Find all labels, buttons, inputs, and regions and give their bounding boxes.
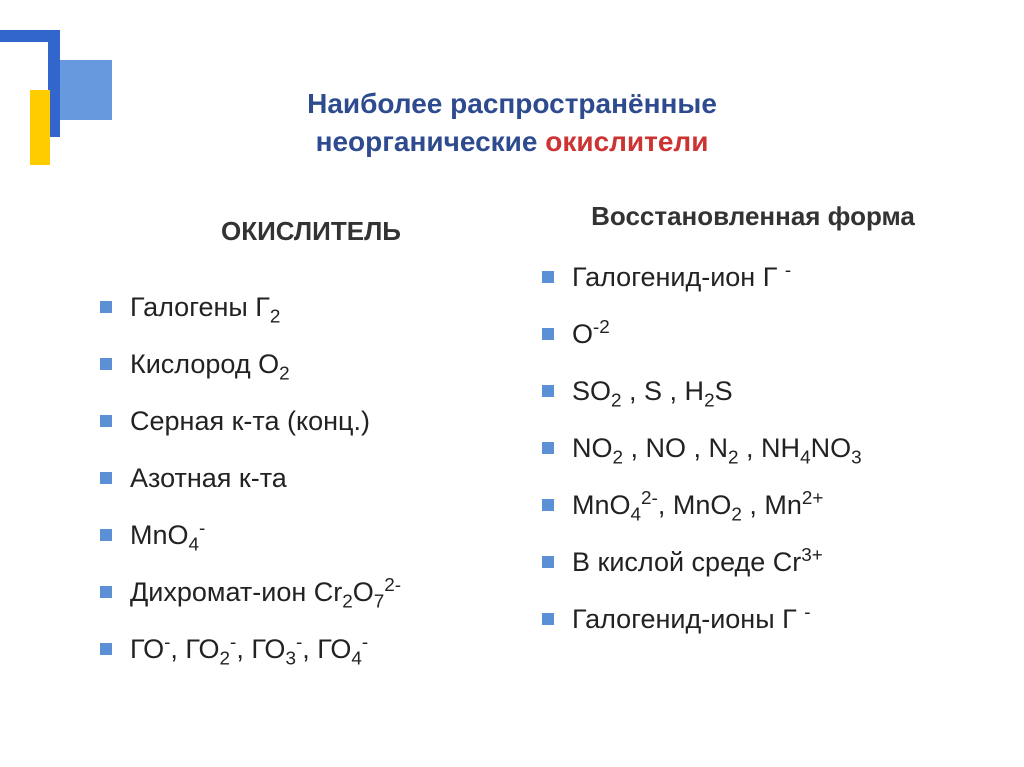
bullet-icon: [100, 586, 112, 598]
bullet-icon: [100, 358, 112, 370]
list-item-text: Галогены Г2: [130, 290, 280, 325]
list-item: MnO42-, MnO2 , Mn2+: [542, 488, 964, 523]
list-item-text: Азотная к-та: [130, 461, 287, 496]
bullet-icon: [542, 328, 554, 340]
bullet-icon: [100, 529, 112, 541]
list-item: Серная к-та (конц.): [100, 404, 522, 439]
bullet-icon: [542, 271, 554, 283]
column-left: ОКИСЛИТЕЛЬ Галогены Г2 Кислород О2 Серная …: [100, 201, 522, 690]
bullet-icon: [542, 385, 554, 397]
list-item-text: Галогенид-ионы Г -: [572, 602, 811, 637]
deco-bar-blue-h: [0, 30, 60, 42]
bullet-icon: [100, 415, 112, 427]
list-item: Азотная к-та: [100, 461, 522, 496]
list-item: О-2: [542, 317, 964, 352]
list-item-text: ГО-, ГО2-, ГО3-, ГО4-: [130, 632, 368, 667]
bullet-icon: [100, 301, 112, 313]
list-item: Кислород О2: [100, 347, 522, 382]
list-item-text: MnO42-, MnO2 , Mn2+: [572, 488, 823, 523]
title-line-1: Наиболее распространённые: [0, 85, 1024, 123]
bullet-icon: [542, 442, 554, 454]
content-columns: ОКИСЛИТЕЛЬ Галогены Г2 Кислород О2 Серная …: [0, 201, 1024, 690]
bullet-icon: [542, 499, 554, 511]
list-item: Дихромат-ион Cr2O72-: [100, 575, 522, 610]
list-item-text: Кислород О2: [130, 347, 290, 382]
slide-title: Наиболее распространённые неорганические…: [0, 0, 1024, 161]
list-item: В кислой среде Cr3+: [542, 545, 964, 580]
list-item: Галогены Г2: [100, 290, 522, 325]
bullet-icon: [542, 613, 554, 625]
list-item-text: SO2 , S , H2S: [572, 374, 733, 409]
list-item: ГО-, ГО2-, ГО3-, ГО4-: [100, 632, 522, 667]
list-item: Галогенид-ион Г -: [542, 260, 964, 295]
list-item: SO2 , S , H2S: [542, 374, 964, 409]
title-line-2: неорганические окислители: [0, 123, 1024, 161]
deco-bar-yellow: [30, 90, 50, 165]
list-item-text: Галогенид-ион Г -: [572, 260, 791, 295]
list-item-text: NO2 , NO , N2 , NH4NO3: [572, 431, 862, 466]
list-item: NO2 , NO , N2 , NH4NO3: [542, 431, 964, 466]
list-item: MnO4-: [100, 518, 522, 553]
list-item-text: О-2: [572, 317, 610, 352]
list-item-text: MnO4-: [130, 518, 205, 553]
bullet-icon: [542, 556, 554, 568]
right-list: Галогенид-ион Г - О-2 SO2 , S , H2S NO2 , N…: [542, 260, 964, 638]
list-item-text: Дихромат-ион Cr2O72-: [130, 575, 401, 610]
right-header: Восстановленная форма: [542, 201, 964, 232]
list-item-text: Серная к-та (конц.): [130, 404, 370, 439]
deco-square-blue: [60, 60, 112, 120]
bullet-icon: [100, 643, 112, 655]
bullet-icon: [100, 472, 112, 484]
column-right: Восстановленная форма Галогенид-ион Г - О…: [542, 201, 964, 690]
left-header: ОКИСЛИТЕЛЬ: [100, 201, 522, 262]
list-item-text: В кислой среде Cr3+: [572, 545, 823, 580]
list-item: Галогенид-ионы Г -: [542, 602, 964, 637]
corner-decoration: [0, 0, 140, 180]
left-list: Галогены Г2 Кислород О2 Серная к-та (конц.…: [100, 290, 522, 668]
